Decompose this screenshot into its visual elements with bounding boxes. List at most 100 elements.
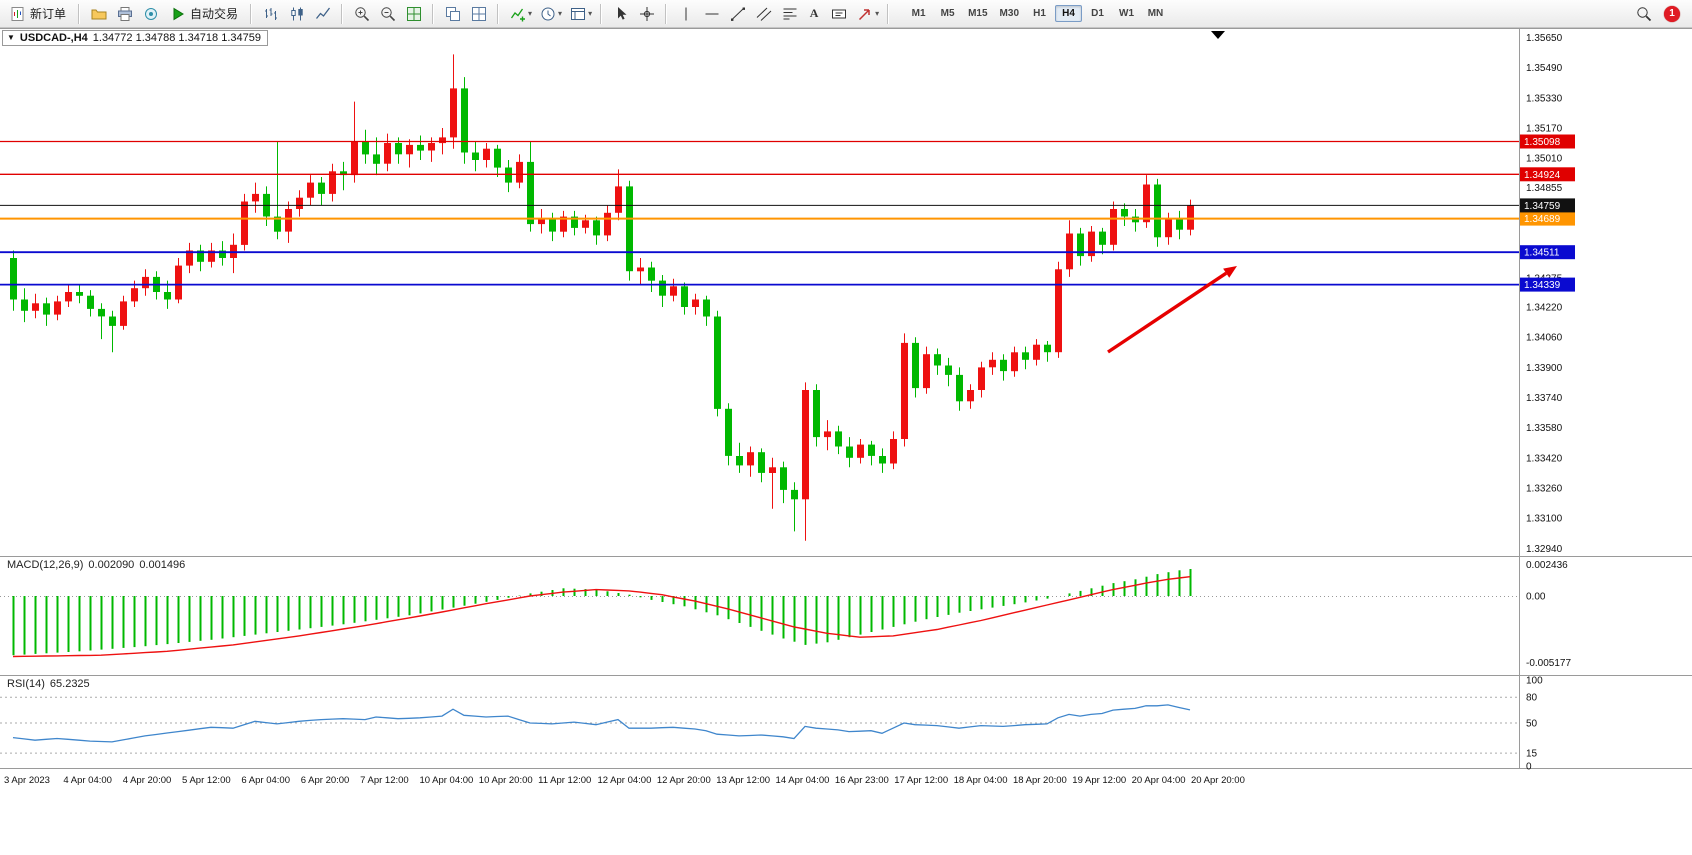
candle-body <box>54 301 61 315</box>
text-tool-icon[interactable]: A <box>809 6 819 20</box>
timeframe-h1[interactable]: H1 <box>1033 8 1046 19</box>
candle-body <box>1022 352 1029 360</box>
time-axis-label: 6 Apr 20:00 <box>301 775 350 786</box>
price-axis-label: 1.34855 <box>1526 183 1563 194</box>
crosshair-icon[interactable] <box>634 2 659 26</box>
candle-body <box>703 299 710 317</box>
time-axis-label: 20 Apr 04:00 <box>1132 775 1186 786</box>
vertical-line-tool-icon[interactable] <box>673 2 698 26</box>
timeframe-h4[interactable]: H4 <box>1055 5 1082 22</box>
price-tag-label: 1.34759 <box>1524 201 1561 212</box>
candle-body <box>417 144 424 151</box>
indicators-dropdown-icon[interactable]: ▾ <box>528 9 533 18</box>
tile-windows-icon[interactable] <box>401 2 426 26</box>
indicators-icon[interactable] <box>505 2 530 26</box>
macd-axis-label: 0.00 <box>1526 592 1546 603</box>
chart-shift-marker[interactable] <box>1211 31 1225 39</box>
candle-body <box>846 446 853 458</box>
tile-grid-icon[interactable] <box>466 2 491 26</box>
candle-body <box>934 354 941 366</box>
candle-body <box>868 444 875 456</box>
timeframe-m1[interactable]: M1 <box>911 8 926 19</box>
rsi-axis-label: 50 <box>1526 719 1538 730</box>
candle-body <box>32 303 39 311</box>
candle-body <box>1099 231 1106 245</box>
autotrading-button[interactable]: 自动交易 <box>164 2 244 25</box>
fibonacci-tool-icon[interactable] <box>777 2 802 26</box>
price-axis-label: 1.35170 <box>1526 123 1563 134</box>
expand-triangle-icon[interactable]: ▼ <box>7 33 15 42</box>
candle-body <box>296 197 303 209</box>
candle-body <box>439 137 446 144</box>
candle-body <box>1121 209 1128 217</box>
templates-dropdown-icon[interactable]: ▾ <box>588 9 593 18</box>
candle-body <box>769 467 776 473</box>
candle-body <box>1044 344 1051 353</box>
trendline-tool-icon[interactable] <box>725 2 750 26</box>
periods-dropdown-icon[interactable]: ▾ <box>558 9 563 18</box>
new-order-icon <box>11 6 24 21</box>
charts-profile-icon[interactable] <box>86 2 111 26</box>
price-axis-label: 1.35010 <box>1526 154 1563 165</box>
candle-body <box>890 439 897 464</box>
timeframe-m5[interactable]: M5 <box>940 8 955 19</box>
channel-tool-icon[interactable] <box>751 2 776 26</box>
price-axis-label: 1.33260 <box>1526 483 1563 494</box>
candle-body <box>736 456 743 466</box>
time-axis-label: 4 Apr 20:00 <box>123 775 172 786</box>
candle-body <box>1143 184 1150 223</box>
label-tool-icon[interactable] <box>826 2 851 26</box>
expert-advisors-icon[interactable] <box>138 2 163 26</box>
cascade-windows-icon[interactable] <box>440 2 465 26</box>
timeframe-m15[interactable]: M15 <box>968 8 988 19</box>
price-tag <box>1520 134 1575 149</box>
timeframe-m30[interactable]: M30 <box>999 8 1019 19</box>
candle-body <box>483 148 490 160</box>
templates-icon[interactable] <box>565 2 590 26</box>
toolbar-separator <box>665 3 668 24</box>
chart-plot-area[interactable] <box>0 29 1519 556</box>
chart-background <box>0 28 1692 855</box>
new-order-button[interactable]: 新订单 <box>4 2 72 25</box>
toolbar-separator <box>78 3 81 24</box>
toolbar-separator <box>497 3 500 24</box>
candle-body <box>901 342 908 439</box>
candle-body <box>802 390 809 500</box>
price-axis-label: 1.34220 <box>1526 303 1563 314</box>
price-tag <box>1520 167 1575 182</box>
timeframe-d1[interactable]: D1 <box>1091 8 1104 19</box>
candle-body <box>472 152 479 160</box>
candlestick-chart-icon[interactable] <box>284 2 309 26</box>
candle-body <box>274 216 281 232</box>
toolbar-separator <box>600 3 603 24</box>
macd-signal-value: 0.001496 <box>139 559 186 571</box>
price-tag-label: 1.34339 <box>1524 280 1561 291</box>
zoom-out-icon[interactable] <box>375 2 400 26</box>
candle-body <box>351 141 358 176</box>
print-icon[interactable] <box>112 2 137 26</box>
candle-body <box>1110 209 1117 245</box>
zoom-in-icon[interactable] <box>349 2 374 26</box>
arrows-dropdown-icon[interactable]: ▾ <box>875 9 880 18</box>
line-chart-icon[interactable] <box>310 2 335 26</box>
timeframe-mn[interactable]: MN <box>1147 8 1164 19</box>
horizontal-line-tool-icon[interactable] <box>699 2 724 26</box>
bar-chart-icon[interactable] <box>258 2 283 26</box>
candle-body <box>362 141 369 155</box>
time-axis-label: 10 Apr 20:00 <box>479 775 533 786</box>
search-icon[interactable] <box>1631 2 1656 26</box>
trend-arrow[interactable] <box>1107 271 1228 354</box>
timeframe-w1[interactable]: W1 <box>1119 8 1134 19</box>
candle-body <box>824 431 831 438</box>
cursor-icon[interactable] <box>608 2 633 26</box>
time-axis-label: 7 Apr 12:00 <box>360 775 409 786</box>
notification-badge[interactable]: 1 <box>1664 5 1680 22</box>
chart-ohlc-values: 1.34772 1.34788 1.34718 1.34759 <box>92 32 261 44</box>
time-axis-label: 19 Apr 12:00 <box>1072 775 1126 786</box>
time-axis-label: 4 Apr 04:00 <box>63 775 112 786</box>
arrows-tool-icon[interactable] <box>852 2 877 26</box>
rsi-axis-label: 0 <box>1526 762 1532 773</box>
periods-clock-icon[interactable] <box>535 2 560 26</box>
